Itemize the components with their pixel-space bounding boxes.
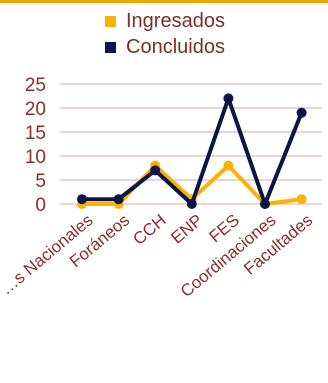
y-tick-label: 5 — [35, 171, 46, 192]
y-tick-label: 15 — [25, 123, 46, 144]
data-point-concluidos — [223, 93, 234, 104]
legend-swatch-ingresados — [105, 15, 116, 27]
x-category-label: CCH — [129, 211, 169, 249]
y-tick-label: 10 — [25, 147, 46, 168]
data-point-concluidos — [150, 165, 161, 176]
data-point-concluidos — [113, 194, 124, 205]
y-tick-label: 25 — [25, 75, 46, 96]
data-point-ingresados — [223, 160, 234, 171]
y-axis-ticks: 0 5 10 15 20 25 — [25, 75, 46, 216]
data-point-concluidos — [260, 199, 270, 209]
data-point-ingresados — [296, 194, 307, 205]
top-accent-rule — [0, 0, 328, 3]
series-lines — [77, 93, 307, 209]
series-line-concluidos — [80, 96, 304, 206]
y-tick-label: 0 — [35, 195, 46, 216]
gridlines — [60, 83, 322, 205]
legend-label-concluidos: Concluidos — [126, 35, 225, 58]
data-point-concluidos — [186, 199, 197, 209]
x-category-label: ENP — [167, 211, 206, 248]
legend-item-ingresados: Ingresados — [105, 8, 225, 34]
legend-item-concluidos: Concluidos — [105, 34, 225, 60]
legend-label-ingresados: Ingresados — [126, 9, 225, 32]
data-point-concluidos — [296, 107, 307, 118]
chart-legend: Ingresados Concluidos — [105, 8, 225, 60]
legend-swatch-concluidos — [105, 41, 116, 53]
data-point-concluidos — [77, 194, 87, 205]
y-tick-label: 20 — [25, 99, 46, 120]
